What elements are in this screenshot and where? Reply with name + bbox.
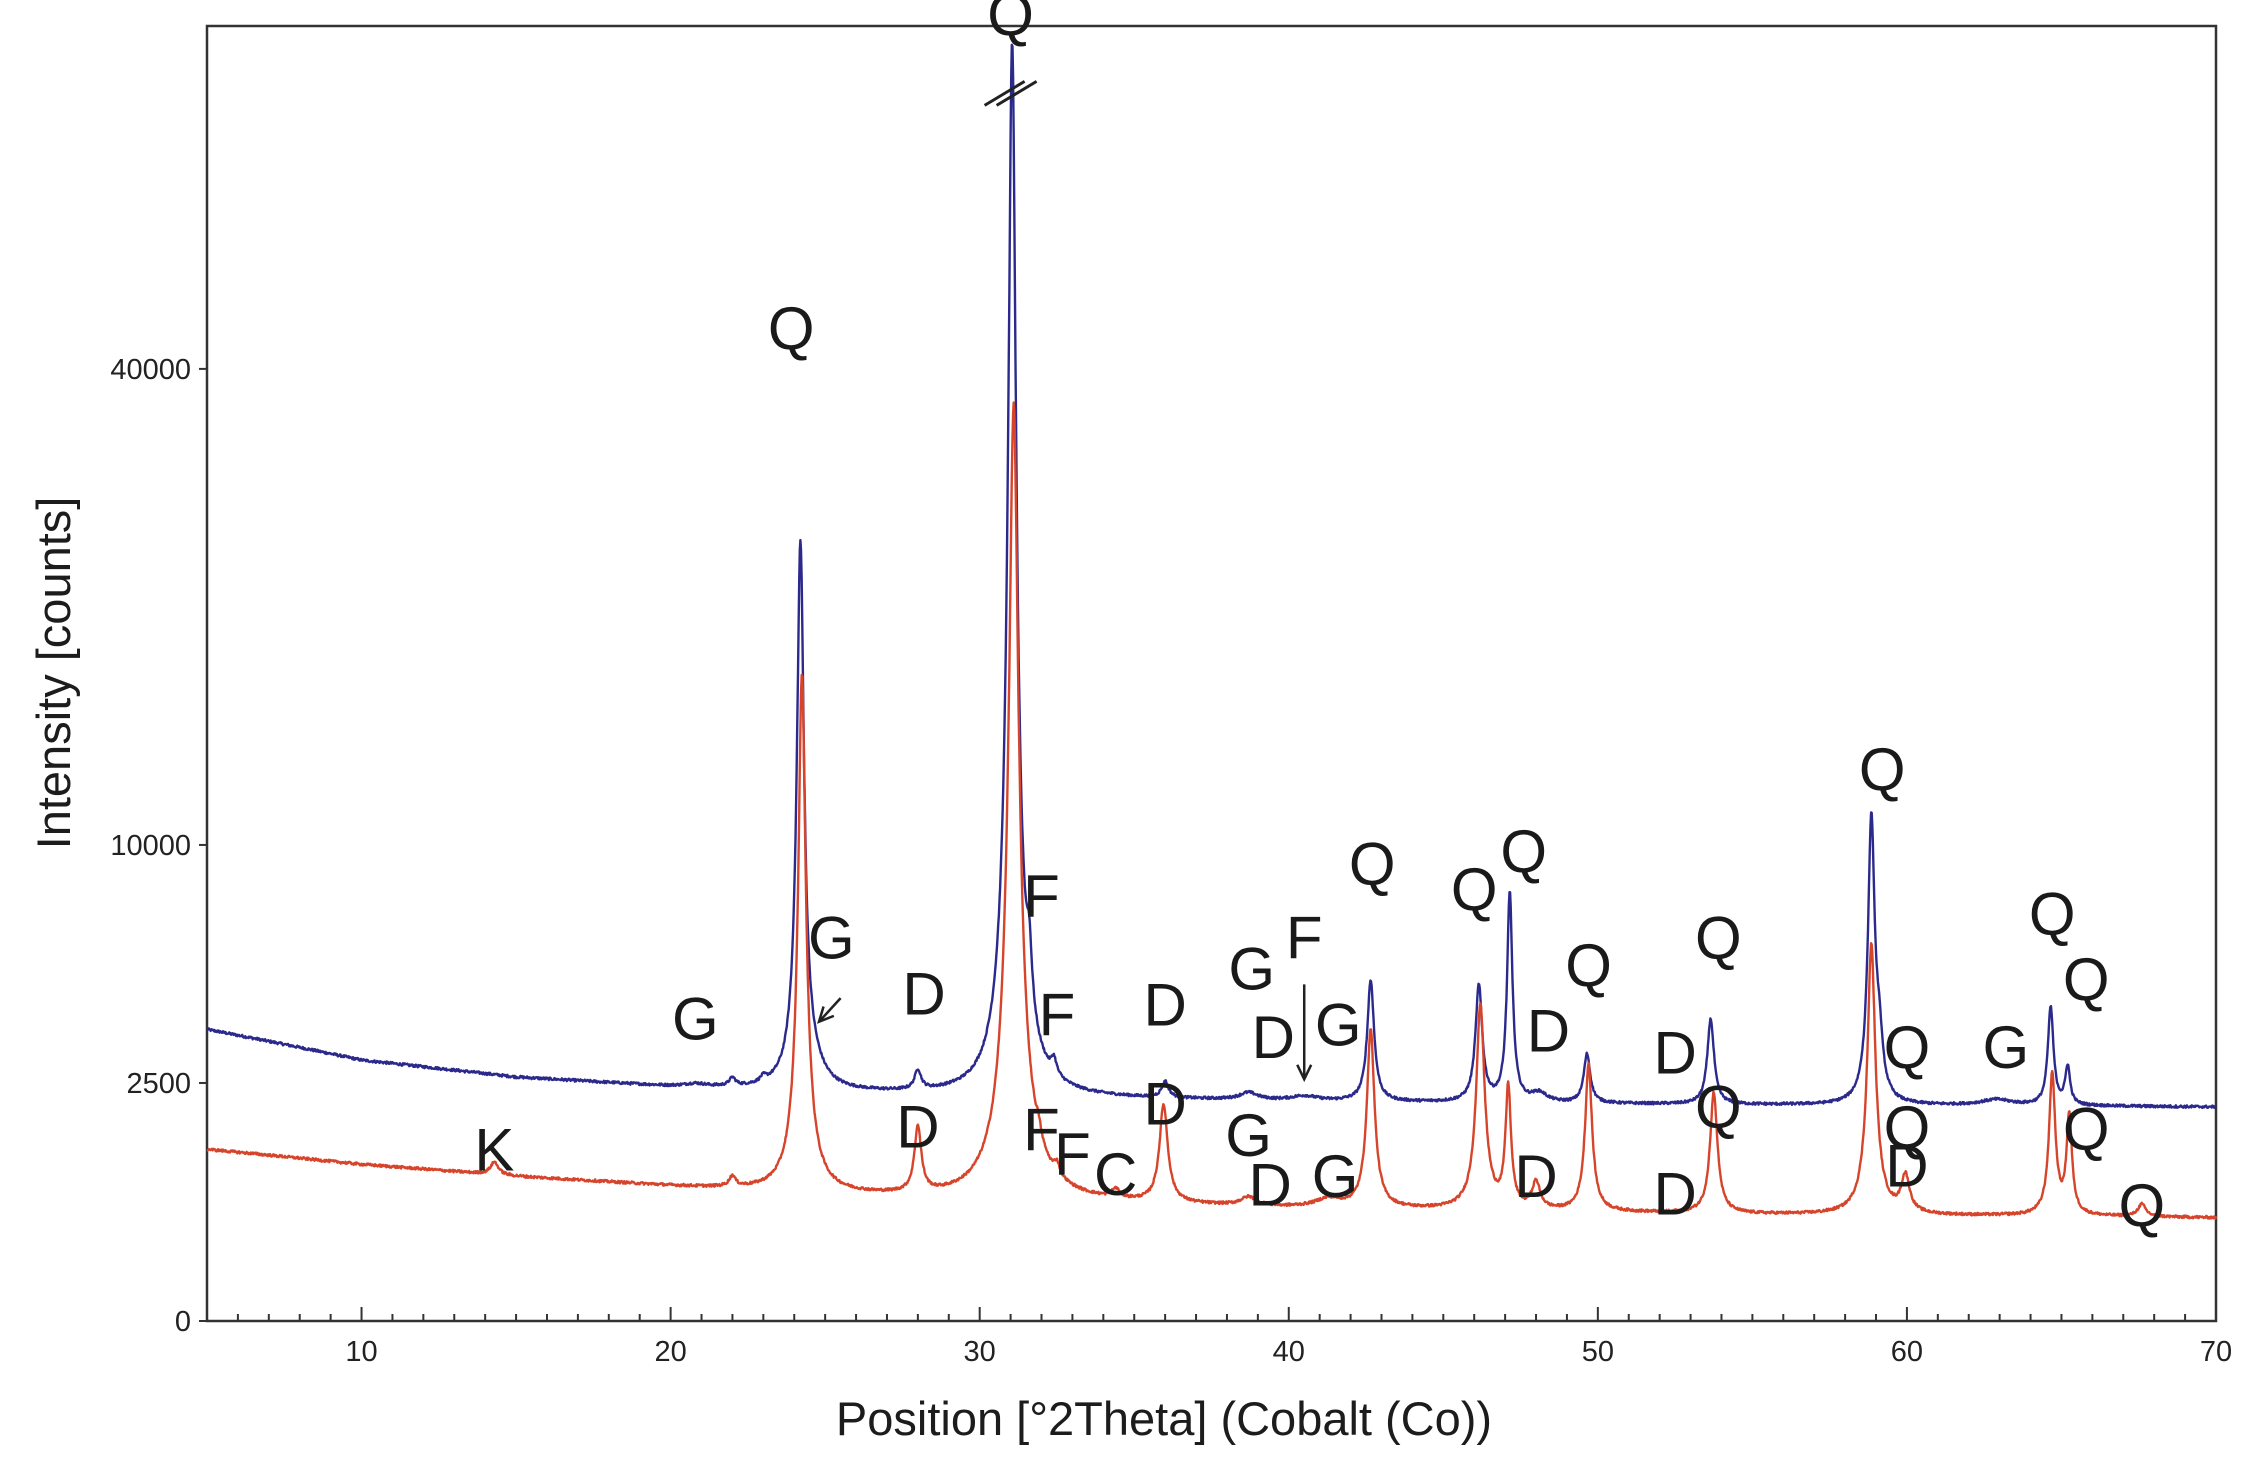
x-axis-ticks: 10 20 30 40 50 60 70 [236, 1307, 2232, 1368]
phase-label: F [1039, 981, 1076, 1048]
plot-frame [205, 24, 2218, 1323]
phase-label: G [1315, 991, 1362, 1058]
phase-label: D [1514, 1143, 1557, 1210]
phase-label: G [1225, 1102, 1272, 1169]
x-tick-label: 40 [1273, 1336, 1305, 1368]
x-tick-label: 30 [964, 1336, 996, 1368]
annotation-arrow [818, 997, 842, 1023]
y-tick-label: 0 [175, 1306, 191, 1338]
lower-pattern-line [206, 401, 2218, 1220]
phase-label: Q [1884, 1094, 1931, 1161]
phase-label: G [1312, 1143, 1359, 1210]
phase-label: Q [2118, 1172, 2165, 1239]
break-slash [995, 80, 1038, 107]
upper-pattern-line [205, 43, 2217, 1110]
phase-label: F [1023, 863, 1060, 930]
phase-label: Q [1565, 932, 1612, 999]
phase-label: G [808, 904, 855, 971]
phase-label: Q [2063, 946, 2110, 1013]
annotation-arrowhead [1296, 1064, 1313, 1083]
x-tick-label: 50 [1582, 1336, 1614, 1368]
phase-label: Q [1500, 818, 1547, 885]
phase-label: Q [1349, 831, 1396, 898]
y-axis-title: Intensity [counts] [27, 497, 80, 850]
phase-label: F [1023, 1097, 1060, 1164]
phase-label: Q [768, 295, 815, 362]
phase-label: D [1653, 1161, 1696, 1228]
x-tick-label: 60 [1891, 1336, 1923, 1368]
phase-label: D [896, 1093, 939, 1160]
x-axis-title: Position [°2Theta] (Cobalt (Co)) [836, 1392, 1492, 1445]
phase-label: C [1094, 1141, 1137, 1208]
phase-label: Q [1451, 856, 1498, 923]
phase-label: G [1228, 935, 1275, 1002]
y-tick-label: 10000 [110, 830, 191, 862]
phase-label: F [1286, 904, 1323, 971]
phase-label: Q [1884, 1014, 1931, 1081]
y-tick-label: 40000 [110, 354, 191, 386]
x-tick-label: 20 [654, 1336, 686, 1368]
phase-label: Q [987, 0, 1034, 48]
phase-label: D [1527, 998, 1570, 1065]
phase-label: K [474, 1116, 514, 1183]
phase-label: G [672, 985, 719, 1052]
phase-label: G [1982, 1014, 2029, 1081]
annotation-arrowhead [817, 1006, 835, 1024]
phase-label: Q [2063, 1095, 2110, 1162]
phase-label: D [1252, 1004, 1295, 1071]
y-tick-label: 2500 [126, 1068, 191, 1100]
phase-label: Q [1695, 904, 1742, 971]
phase-label: Q [1859, 736, 1906, 803]
axis-break-mark [983, 80, 1038, 107]
x-tick-label: 70 [2200, 1336, 2232, 1368]
phase-label: D [1143, 972, 1186, 1039]
y-axis-ticks: 0 2500 10000 40000 [110, 354, 207, 1338]
phase-label: D [1653, 1020, 1696, 1087]
phase-label: D [1249, 1151, 1292, 1218]
phase-label: F [1054, 1121, 1091, 1188]
phase-label: D [902, 960, 945, 1027]
x-tick-label: 10 [345, 1336, 377, 1368]
annotation-arrows [817, 984, 1313, 1083]
phase-label: Q [2029, 880, 2076, 947]
break-slash [983, 80, 1026, 107]
phase-label: D [1143, 1071, 1186, 1138]
phase-label: Q [1695, 1074, 1742, 1141]
phase-label: D [1885, 1132, 1928, 1199]
